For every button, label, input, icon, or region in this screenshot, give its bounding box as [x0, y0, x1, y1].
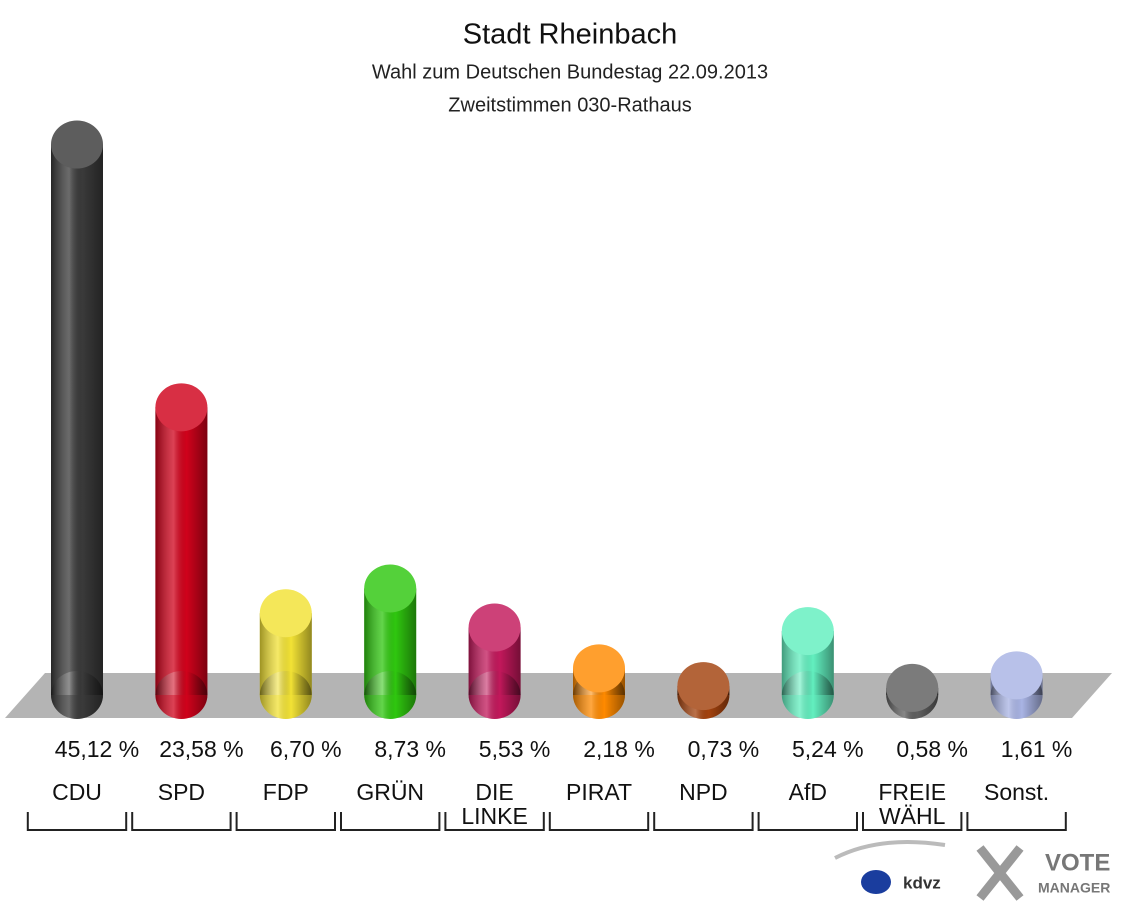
- logo-text: VOTE: [1045, 849, 1110, 876]
- bar-group: [573, 644, 625, 719]
- category-bracket: [653, 812, 754, 831]
- value-label: 45,12 %: [54, 736, 140, 762]
- category-bracket: [862, 812, 963, 831]
- bar-group: [364, 564, 417, 719]
- value-label: 8,73 %: [374, 736, 446, 762]
- bar-top-highlight: [573, 644, 625, 693]
- bar-top: [990, 651, 1043, 700]
- x-tick-label: NPD: [679, 779, 728, 805]
- bar-group: [886, 663, 939, 719]
- value-label: 5,24 %: [791, 736, 864, 762]
- bar-top-highlight: [259, 589, 312, 638]
- category-bracket: [548, 812, 650, 831]
- category-bracket: [26, 812, 128, 831]
- bar-bottom-shade: [155, 671, 208, 719]
- category-bracket: [444, 812, 545, 831]
- value-label: 6,70 %: [269, 736, 342, 762]
- bar-top: [677, 662, 730, 711]
- x-tick-label: PIRAT: [565, 779, 633, 805]
- bar-bottom-shade: [364, 671, 417, 719]
- x-tick-label: FREIE WÄHL: [878, 779, 947, 829]
- bar-group: [51, 120, 103, 719]
- bar-top: [364, 564, 417, 613]
- bar-group: [677, 662, 730, 719]
- bar-group: [781, 607, 834, 719]
- value-label: 0,73 %: [687, 736, 760, 762]
- logo-x: [976, 845, 1024, 901]
- chart-subtitle: Zweitstimmen 030-Rathaus: [448, 94, 691, 116]
- value-label: 1,61 %: [1000, 736, 1073, 762]
- bar-bottom-shade: [781, 671, 834, 719]
- bar-top: [468, 603, 521, 652]
- category-bracket: [235, 812, 336, 831]
- bar-group: [990, 651, 1043, 719]
- bar-top: [155, 383, 208, 432]
- bar-bottom-shade: [259, 671, 312, 719]
- bar-top-highlight: [468, 603, 521, 652]
- x-tick-label: GRÜN: [356, 779, 425, 805]
- x-tick-label: FDP: [262, 779, 309, 805]
- bar-shade: [51, 144, 103, 695]
- logo-text: MANAGER: [1038, 880, 1110, 896]
- bar-top-highlight: [886, 663, 939, 712]
- category-bracket: [757, 812, 858, 831]
- category-bracket: [131, 812, 232, 831]
- bar-shade: [155, 407, 208, 695]
- value-label: 5,53 %: [478, 736, 551, 762]
- category-bracket: [966, 812, 1067, 831]
- bar-top: [259, 589, 312, 638]
- category-bracket: [340, 812, 441, 831]
- x-tick-label: DIE LINKE: [461, 779, 528, 829]
- logo-ball: [861, 870, 891, 894]
- bar-top-highlight: [155, 383, 208, 432]
- bar-bottom-shade: [51, 671, 103, 719]
- bar-top: [781, 607, 834, 656]
- value-label: 0,58 %: [896, 736, 968, 762]
- logo-text: kdvz: [903, 873, 941, 892]
- bar-group: [468, 603, 521, 719]
- chart-subtitle: Wahl zum Deutschen Bundestag 22.09.2013: [372, 61, 768, 83]
- logo-swoosh: [834, 840, 946, 860]
- bar-top-highlight: [677, 662, 730, 711]
- chart-title: Stadt Rheinbach: [463, 19, 677, 51]
- value-label: 23,58 %: [159, 736, 244, 762]
- bar-top-highlight: [781, 607, 834, 656]
- bar-top: [51, 120, 103, 169]
- bar-group: [259, 589, 312, 719]
- bar-top-highlight: [364, 564, 417, 613]
- x-tick-label: Sonst.: [983, 779, 1050, 805]
- x-tick-label: SPD: [157, 779, 206, 805]
- x-tick-label: AfD: [788, 779, 827, 805]
- bar-group: [155, 383, 208, 719]
- bar-top: [886, 663, 939, 712]
- value-label: 2,18 %: [583, 736, 655, 762]
- logo: kdvz VOTE MANAGER: [834, 840, 1110, 901]
- bar-top-highlight: [990, 651, 1043, 700]
- x-tick-label: CDU: [52, 779, 102, 805]
- bar-top-highlight: [51, 120, 103, 169]
- bar-bottom-shade: [468, 671, 521, 719]
- bar-top: [573, 644, 625, 693]
